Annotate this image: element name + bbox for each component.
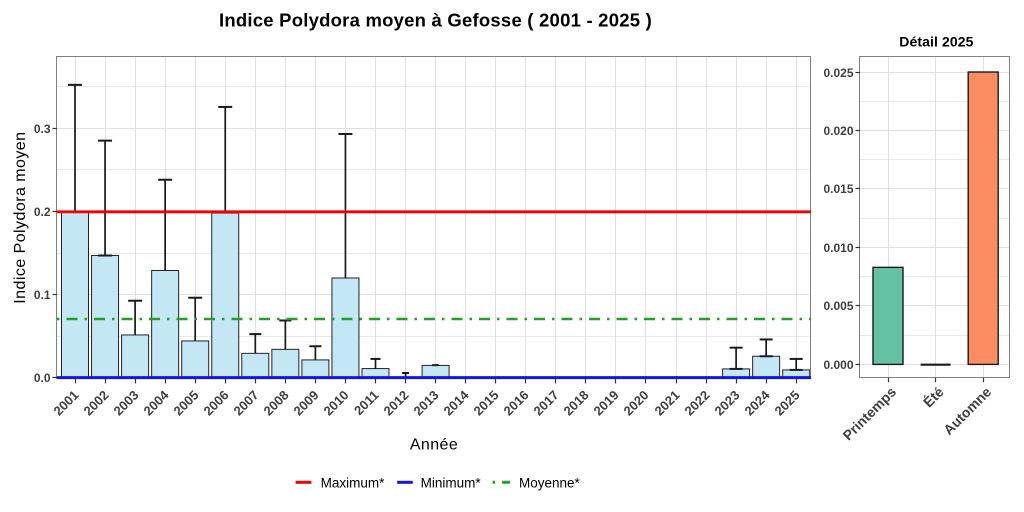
svg-text:0.2: 0.2 bbox=[34, 205, 51, 219]
svg-text:Année: Année bbox=[410, 436, 458, 453]
svg-text:Indice Polydora moyen: Indice Polydora moyen bbox=[12, 131, 29, 303]
svg-text:0.005: 0.005 bbox=[823, 299, 853, 313]
svg-text:Moyenne*: Moyenne* bbox=[519, 475, 581, 490]
svg-text:0.000: 0.000 bbox=[823, 358, 853, 372]
svg-text:Indice Polydora moyen à Gefoss: Indice Polydora moyen à Gefosse ( 2001 -… bbox=[219, 10, 652, 31]
svg-text:0.020: 0.020 bbox=[823, 124, 853, 138]
svg-text:0.0: 0.0 bbox=[34, 371, 51, 385]
svg-text:0.010: 0.010 bbox=[823, 241, 853, 255]
svg-text:Détail 2025: Détail 2025 bbox=[899, 33, 973, 49]
svg-text:Maximum*: Maximum* bbox=[321, 475, 386, 490]
svg-text:0.1: 0.1 bbox=[34, 288, 51, 302]
svg-text:Minimum*: Minimum* bbox=[421, 475, 482, 490]
svg-text:0.3: 0.3 bbox=[34, 122, 51, 136]
svg-text:0.015: 0.015 bbox=[823, 182, 853, 196]
svg-text:0.025: 0.025 bbox=[823, 66, 853, 80]
